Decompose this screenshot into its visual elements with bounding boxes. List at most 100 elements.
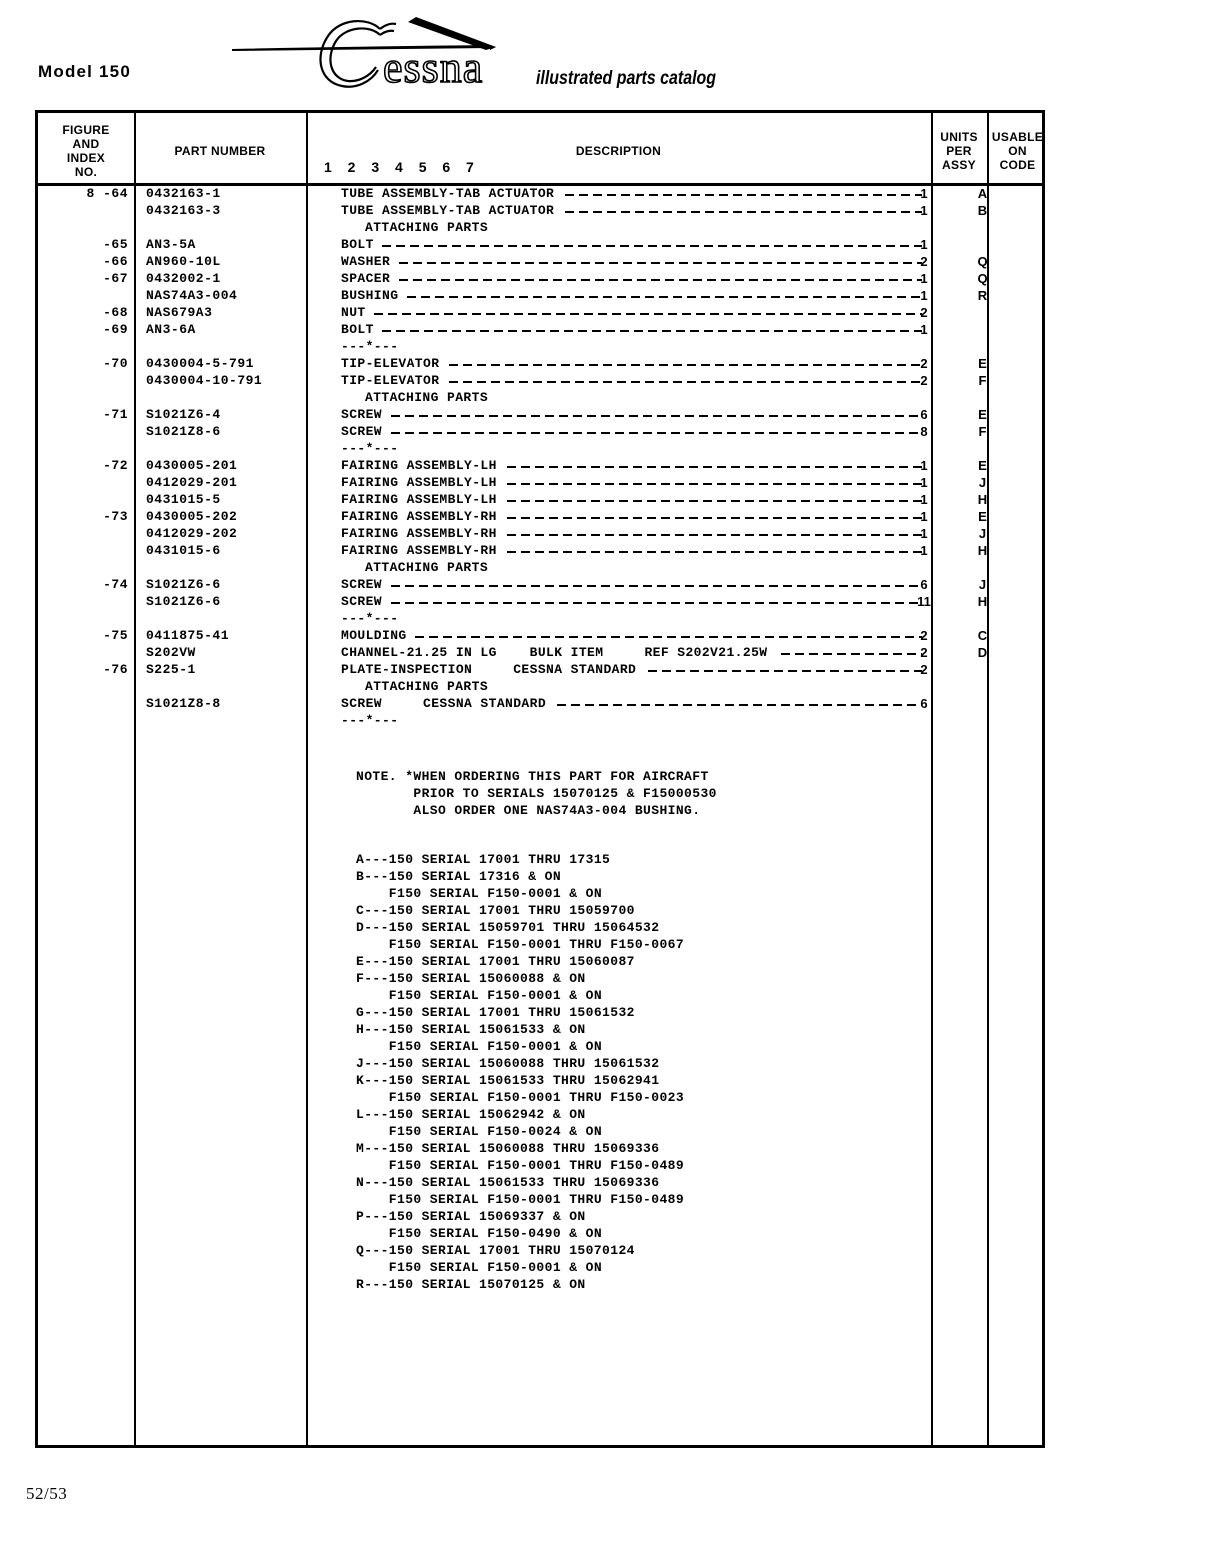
table-row: ATTACHING PARTS <box>38 560 1044 577</box>
table-row: -75 0411875-41 MOULDING 2 C <box>38 628 1044 645</box>
units-per-assy-cell: 6 <box>920 696 928 711</box>
part-number-cell: S225-1 <box>146 662 196 677</box>
table-row: ---*--- <box>38 611 1044 628</box>
leader-dashes <box>390 577 922 594</box>
column-header-units-per-assy: UNITS PER ASSY <box>940 130 978 172</box>
part-number-cell: S1021Z8-8 <box>146 696 221 711</box>
usable-on-code-cell: H <box>977 492 988 507</box>
description-text: BOLT <box>341 237 374 252</box>
description-cell: SCREW <box>341 407 926 424</box>
legend-line: F150 SERIAL F150-0001 & ON <box>356 886 603 901</box>
usable-on-code-cell: Q <box>977 271 988 286</box>
legend-line: H---150 SERIAL 15061533 & ON <box>356 1022 586 1037</box>
legend-line: J---150 SERIAL 15060088 THRU 15061532 <box>356 1056 660 1071</box>
description-text: SCREW CESSNA STANDARD <box>341 696 547 711</box>
units-per-assy-cell: 2 <box>920 356 928 371</box>
column-divider-1 <box>134 113 136 1445</box>
description-cell: SCREW <box>341 424 926 441</box>
part-number-cell: 0432163-3 <box>146 203 221 218</box>
leader-dashes <box>398 271 922 288</box>
description-cell: WASHER <box>341 254 926 271</box>
legend-line: F150 SERIAL F150-0001 THRU F150-0489 <box>356 1192 685 1207</box>
leader-dashes <box>564 186 922 203</box>
table-row: ---*--- <box>38 713 1044 730</box>
units-per-assy-cell: 2 <box>920 628 928 643</box>
description-cell: ---*--- <box>341 713 926 730</box>
description-cell: FAIRING ASSEMBLY-LH <box>341 458 926 475</box>
table-row: -72 0430005-201 FAIRING ASSEMBLY-LH 1 E <box>38 458 1044 475</box>
units-per-assy-cell: 1 <box>920 203 928 218</box>
leader-dashes <box>390 594 922 611</box>
figure-index-cell: -71 <box>103 407 128 422</box>
usable-on-code-cell: H <box>977 543 988 558</box>
description-cell: SCREW CESSNA STANDARD <box>341 696 926 713</box>
units-per-assy-cell: 1 <box>920 543 928 558</box>
legend-line: F150 SERIAL F150-0001 & ON <box>356 1260 603 1275</box>
figure-index-cell: -70 <box>103 356 128 371</box>
leader-dashes <box>780 645 922 662</box>
description-text: SCREW <box>341 594 383 609</box>
table-row: -73 0430005-202 FAIRING ASSEMBLY-RH 1 E <box>38 509 1044 526</box>
figure-index-cell: 8 -64 <box>86 186 128 201</box>
part-number-cell: 0432163-1 <box>146 186 221 201</box>
usable-on-code-cell: Q <box>977 254 988 269</box>
description-text: FAIRING ASSEMBLY-RH <box>341 543 497 558</box>
legend-line: F150 SERIAL F150-0001 THRU F150-0489 <box>356 1158 685 1173</box>
units-per-assy-cell: 1 <box>920 475 928 490</box>
legend-line: C---150 SERIAL 17001 THRU 15059700 <box>356 903 635 918</box>
part-number-cell: AN3-6A <box>146 322 196 337</box>
description-text: SCREW <box>341 577 383 592</box>
legend-line: F150 SERIAL F150-0490 & ON <box>356 1226 603 1241</box>
leader-dashes <box>398 254 922 271</box>
svg-text:essna: essna <box>383 43 483 92</box>
table-row: -66 AN960-10L WASHER 2 Q <box>38 254 1044 271</box>
leader-dashes <box>506 526 922 543</box>
description-text: ---*--- <box>341 713 399 728</box>
legend-line: Q---150 SERIAL 17001 THRU 15070124 <box>356 1243 635 1258</box>
description-text: ---*--- <box>341 611 399 626</box>
table-row: ATTACHING PARTS <box>38 220 1044 237</box>
description-cell: FAIRING ASSEMBLY-RH <box>341 543 926 560</box>
description-text: MOULDING <box>341 628 407 643</box>
part-number-cell: 0412029-201 <box>146 475 238 490</box>
parts-row-list: 8 -64 0432163-1 TUBE ASSEMBLY-TAB ACTUATOR… <box>38 186 1044 730</box>
legend-line: N---150 SERIAL 15061533 THRU 15069336 <box>356 1175 660 1190</box>
description-cell: PLATE-INSPECTION CESSNA STANDARD <box>341 662 926 679</box>
legend-line: R---150 SERIAL 15070125 & ON <box>356 1277 586 1292</box>
legend-line: F---150 SERIAL 15060088 & ON <box>356 971 586 986</box>
part-number-cell: 0411875-41 <box>146 628 230 643</box>
table-row: 0432163-3 TUBE ASSEMBLY-TAB ACTUATOR 1 B <box>38 203 1044 220</box>
usable-on-code-cell: B <box>977 203 988 218</box>
description-text: WASHER <box>341 254 391 269</box>
part-number-cell: S1021Z8-6 <box>146 424 221 439</box>
description-text: ATTACHING PARTS <box>365 560 489 575</box>
table-row: 0431015-5 FAIRING ASSEMBLY-LH 1 H <box>38 492 1044 509</box>
usable-on-code-cell: F <box>978 424 987 439</box>
cessna-logo: essna <box>228 8 748 94</box>
units-per-assy-cell: 1 <box>920 509 928 524</box>
legend-line: D---150 SERIAL 15059701 THRU 15064532 <box>356 920 660 935</box>
figure-index-cell: -73 <box>103 509 128 524</box>
description-text: TIP-ELEVATOR <box>341 373 440 388</box>
leader-dashes <box>382 237 922 254</box>
part-number-cell: S1021Z6-6 <box>146 594 221 609</box>
description-cell: BUSHING <box>341 288 926 305</box>
description-text: SCREW <box>341 424 383 439</box>
usable-on-code-cell: E <box>978 356 987 371</box>
table-row: 0412029-201 FAIRING ASSEMBLY-LH 1 J <box>38 475 1044 492</box>
part-number-cell: 0432002-1 <box>146 271 221 286</box>
description-cell: ---*--- <box>341 611 926 628</box>
part-number-cell: S1021Z6-4 <box>146 407 221 422</box>
legend-line: F150 SERIAL F150-0024 & ON <box>356 1124 603 1139</box>
description-cell: ATTACHING PARTS <box>341 390 926 407</box>
description-text: FAIRING ASSEMBLY-RH <box>341 509 497 524</box>
part-number-cell: 0412029-202 <box>146 526 238 541</box>
description-text: TUBE ASSEMBLY-TAB ACTUATOR <box>341 203 555 218</box>
units-per-assy-cell: 1 <box>920 288 928 303</box>
units-per-assy-cell: 1 <box>920 526 928 541</box>
description-cell: SCREW <box>341 577 926 594</box>
description-text: ---*--- <box>341 441 399 456</box>
description-cell: BOLT <box>341 322 926 339</box>
description-cell: ---*--- <box>341 441 926 458</box>
table-row: -71 S1021Z6-4 SCREW 6 E <box>38 407 1044 424</box>
